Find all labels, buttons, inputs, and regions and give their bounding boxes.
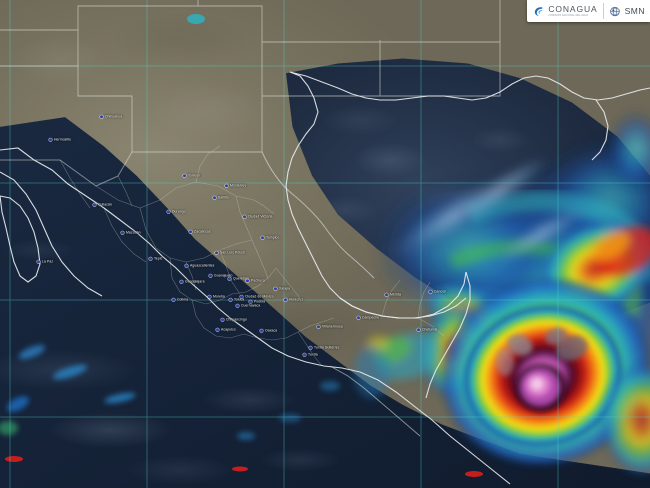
mexico-state-borders: [59, 145, 445, 367]
us-mexico-border: [0, 151, 375, 279]
water-swoosh-icon: [535, 6, 543, 16]
northeast-coastline: [591, 99, 609, 161]
us-state-borders: [0, 0, 501, 153]
pacific-coastline: [0, 147, 511, 485]
southern-border: [329, 365, 421, 437]
conagua-logo: CONAGUA COMISIÓN NACIONAL DEL AGUA: [527, 0, 602, 22]
gulf-of-california: [0, 171, 103, 297]
smn-logo: SMN: [604, 0, 650, 22]
baja-california-coastline: [0, 195, 41, 283]
globe-icon: [609, 6, 620, 16]
us-gulf-coastline: [289, 71, 650, 101]
conagua-subtitle: COMISIÓN NACIONAL DEL AGUA: [548, 14, 589, 17]
caribbean-coastline: [425, 271, 471, 399]
smn-name: SMN: [624, 5, 645, 16]
yucatan-coastline: [339, 271, 467, 319]
logo-divider: [602, 3, 604, 19]
conagua-name: CONAGUA: [548, 3, 598, 14]
agency-logo-bar: CONAGUA COMISIÓN NACIONAL DEL AGUA SMN: [527, 0, 650, 22]
gulf-coastline: [285, 71, 467, 319]
